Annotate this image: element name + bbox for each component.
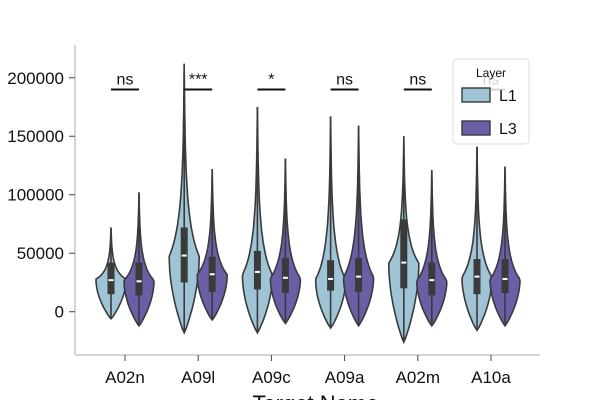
sig-label-a02m: ns [409, 71, 426, 88]
iqr-box-a09c-l3 [281, 257, 289, 293]
x-axis-title: Target Name [253, 391, 379, 400]
legend: Layer L1 L3 [452, 58, 530, 145]
legend-title: Layer [476, 66, 506, 80]
iqr-box-a09a-l3 [355, 257, 363, 292]
violin-group [95, 63, 521, 345]
sig-label-a09a: ns [336, 71, 353, 88]
iqr-box-a09c-l1 [253, 250, 261, 290]
sig-label-a02n: ns [117, 71, 134, 88]
axes: 0 50000 100000 150000 200000 A02n A09l A09c A09a… [7, 45, 540, 387]
y-tick-label: 50000 [17, 244, 64, 263]
x-tick-label-a09c: A09c [252, 368, 291, 387]
y-tick-label: 100000 [7, 186, 64, 205]
x-tick-label-a09a: A09a [325, 368, 365, 387]
iqr-box-a02m-l1 [400, 219, 408, 289]
iqr-box-a09a-l1 [327, 260, 335, 291]
iqr-box-a02m-l3 [428, 262, 436, 296]
iqr-box-a10a-l3 [501, 259, 509, 293]
x-tick-label-a02m: A02m [396, 368, 440, 387]
legend-label-l1: L1 [499, 88, 517, 105]
iqr-box-a02n-l3 [135, 262, 143, 296]
legend-swatch-l3 [461, 120, 491, 136]
y-tick-label: 150000 [7, 127, 64, 146]
y-tick-label: 0 [55, 303, 64, 322]
x-tick-label-a09l: A09l [181, 368, 215, 387]
x-tick-label-a10a: A10a [471, 368, 511, 387]
legend-swatch-l1 [461, 87, 491, 103]
legend-label-l3: L3 [499, 121, 517, 138]
sig-label-a09c: * [268, 71, 274, 88]
y-tick-label: 200000 [7, 69, 64, 88]
significance-annotations: ns****nsnsns [111, 71, 505, 91]
iqr-box-a02n-l1 [107, 262, 115, 295]
x-tick-label-a02n: A02n [105, 368, 145, 387]
sig-label-a09l: *** [189, 71, 208, 88]
